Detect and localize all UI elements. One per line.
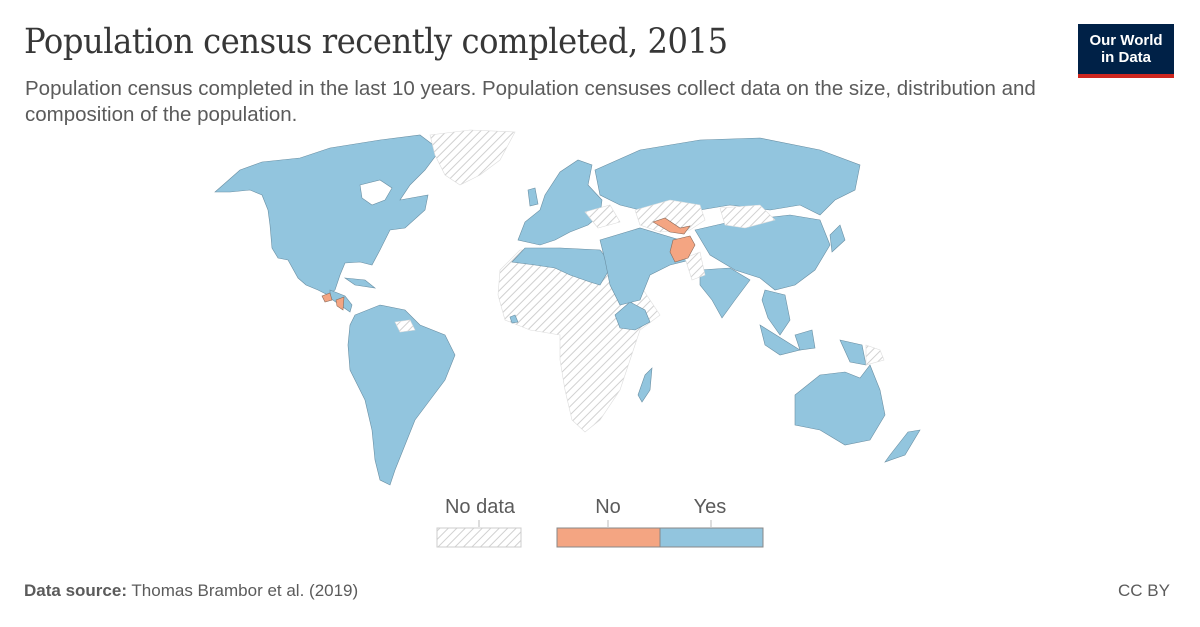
chart-title: Population census recently completed, 20… [24,22,728,62]
region-europe [517,159,603,246]
legend-yes-label: Yes [693,496,727,518]
chart-subtitle: Population census completed in the last … [25,77,1036,126]
owid-logo[interactable]: Our World in Data [1078,24,1174,78]
region-greenland [429,129,516,186]
legend-no-data-label: No data [444,496,516,518]
region-ukraine [584,204,621,229]
country-india [699,267,751,319]
country-pakistan [684,251,706,281]
country-new-zealand [884,429,921,463]
country-nicaragua [335,296,345,311]
legend-no-label: No [595,496,621,518]
region-north-africa [511,247,613,286]
country-madagascar [637,367,653,403]
legend-swatch-yes[interactable] [659,527,764,548]
region-kazakhstan [634,199,706,233]
country-uzbekistan [652,217,691,235]
data-source: Data source: Thomas Brambor et al. (2019… [24,581,358,601]
license-link[interactable]: CC BY [1118,581,1170,600]
legend-swatch-no[interactable] [556,527,661,548]
region-north-america [214,134,441,296]
logo-line-2: in Data [1100,49,1151,66]
legend-swatch-no-data[interactable] [436,527,522,548]
country-australia [794,364,886,446]
region-china [694,214,831,291]
logo-line-1: Our World [1089,32,1163,49]
country-afghanistan [669,235,696,263]
country-guatemala [321,292,333,303]
data-source-link[interactable]: Thomas Brambor et al. (2019) [131,581,359,600]
region-middle-east [599,227,691,306]
logo-accent-bar [1078,74,1174,78]
country-mongolia [719,204,776,229]
region-south-america [347,304,456,486]
country-indonesia [759,324,801,356]
country-russia [594,137,861,216]
region-png [865,344,885,366]
data-source-label: Data source: [24,581,127,600]
